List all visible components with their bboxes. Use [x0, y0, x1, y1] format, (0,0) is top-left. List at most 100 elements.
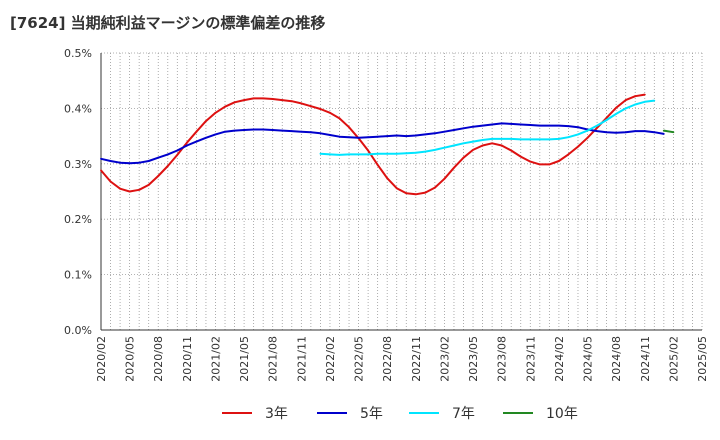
- data-point: [500, 144, 503, 147]
- data-point: [262, 128, 265, 131]
- data-point: [281, 129, 284, 132]
- data-point: [195, 130, 198, 133]
- data-point: [510, 123, 513, 125]
- data-point: [109, 160, 112, 162]
- x-tick-label: 2025/02: [667, 336, 680, 382]
- data-point: [338, 154, 341, 156]
- data-point: [634, 103, 637, 106]
- data-point: [176, 149, 179, 152]
- x-tick-label: 2021/11: [295, 336, 308, 382]
- data-point: [453, 129, 455, 131]
- data-point: [500, 122, 503, 125]
- data-point: [376, 152, 379, 155]
- data-point: [624, 107, 627, 110]
- data-point: [653, 99, 656, 102]
- chart-title: [7624] 当期純利益マージンの標準偏差の推移: [10, 14, 326, 32]
- data-point: [434, 186, 436, 189]
- x-tick-label: 2021/05: [238, 336, 251, 382]
- y-tick-label: 0.0%: [64, 324, 92, 337]
- data-point: [310, 131, 312, 134]
- data-point: [548, 124, 551, 127]
- data-point: [481, 139, 484, 141]
- data-point: [548, 163, 551, 166]
- data-point: [538, 138, 541, 141]
- data-point: [424, 150, 427, 153]
- data-point: [367, 153, 369, 156]
- data-point: [567, 136, 570, 139]
- data-point: [453, 144, 455, 147]
- data-point: [500, 138, 503, 140]
- data-point: [577, 126, 579, 129]
- data-point: [338, 135, 341, 138]
- data-point: [443, 146, 446, 149]
- data-point: [119, 161, 121, 164]
- data-point: [586, 136, 589, 139]
- data-point: [195, 140, 198, 143]
- data-point: [481, 124, 484, 127]
- data-point: [329, 111, 331, 114]
- data-point: [186, 144, 188, 147]
- data-point: [405, 152, 408, 155]
- data-point: [243, 99, 246, 101]
- x-tick-label: 2024/05: [582, 336, 595, 382]
- series-line-7年: [320, 99, 655, 156]
- data-point: [128, 190, 131, 193]
- data-point: [224, 130, 226, 133]
- data-point: [491, 123, 493, 126]
- data-point: [166, 153, 169, 156]
- data-point: [672, 131, 675, 134]
- data-point: [443, 177, 446, 180]
- data-point: [319, 132, 322, 135]
- data-point: [271, 129, 274, 131]
- data-point: [233, 129, 236, 132]
- data-point: [252, 128, 255, 131]
- x-tick-label: 2020/05: [124, 336, 137, 382]
- data-point: [138, 161, 141, 164]
- data-point: [205, 136, 207, 139]
- data-point: [367, 149, 369, 152]
- x-tick-label: 2023/11: [524, 336, 537, 382]
- x-tick-label: 2025/05: [696, 336, 709, 382]
- data-point: [529, 160, 532, 163]
- data-point: [548, 138, 551, 141]
- x-tick-label: 2022/08: [381, 336, 394, 382]
- data-point: [338, 117, 341, 120]
- data-point: [624, 99, 627, 101]
- x-tick-label: 2022/11: [410, 336, 423, 382]
- data-point: [128, 162, 131, 165]
- data-point: [243, 129, 246, 131]
- data-point: [491, 142, 493, 145]
- data-point: [319, 152, 322, 155]
- x-tick-label: 2022/05: [353, 336, 366, 382]
- data-point: [462, 127, 465, 130]
- x-tick-label: 2024/08: [610, 336, 623, 382]
- x-tick-label: 2023/02: [438, 336, 451, 382]
- data-point: [472, 140, 474, 143]
- data-point: [643, 130, 646, 133]
- data-point: [319, 108, 322, 110]
- data-point: [386, 152, 389, 155]
- x-tick-label: 2020/08: [152, 336, 165, 382]
- data-point: [662, 133, 665, 135]
- data-point: [577, 133, 579, 136]
- data-point: [386, 135, 389, 138]
- data-point: [329, 153, 331, 156]
- data-point: [405, 135, 408, 138]
- data-point: [596, 124, 598, 127]
- x-tick-label: 2021/02: [209, 336, 222, 382]
- data-point: [395, 134, 398, 137]
- data-point: [290, 130, 293, 133]
- data-point: [300, 102, 303, 105]
- data-point: [434, 132, 436, 135]
- x-tick-label: 2023/05: [467, 336, 480, 382]
- data-point: [271, 98, 274, 100]
- x-tick-label: 2024/11: [639, 336, 652, 382]
- data-point: [643, 93, 646, 96]
- data-point: [109, 180, 112, 183]
- y-tick-label: 0.5%: [64, 47, 92, 60]
- data-point: [414, 151, 417, 154]
- data-point: [214, 133, 217, 136]
- data-point: [376, 164, 379, 166]
- data-point: [491, 138, 493, 140]
